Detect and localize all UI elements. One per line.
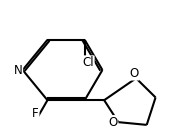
Text: Cl: Cl [82,56,94,69]
Text: F: F [32,107,39,120]
Text: N: N [14,64,23,76]
Text: O: O [108,116,118,129]
Text: O: O [130,67,139,80]
